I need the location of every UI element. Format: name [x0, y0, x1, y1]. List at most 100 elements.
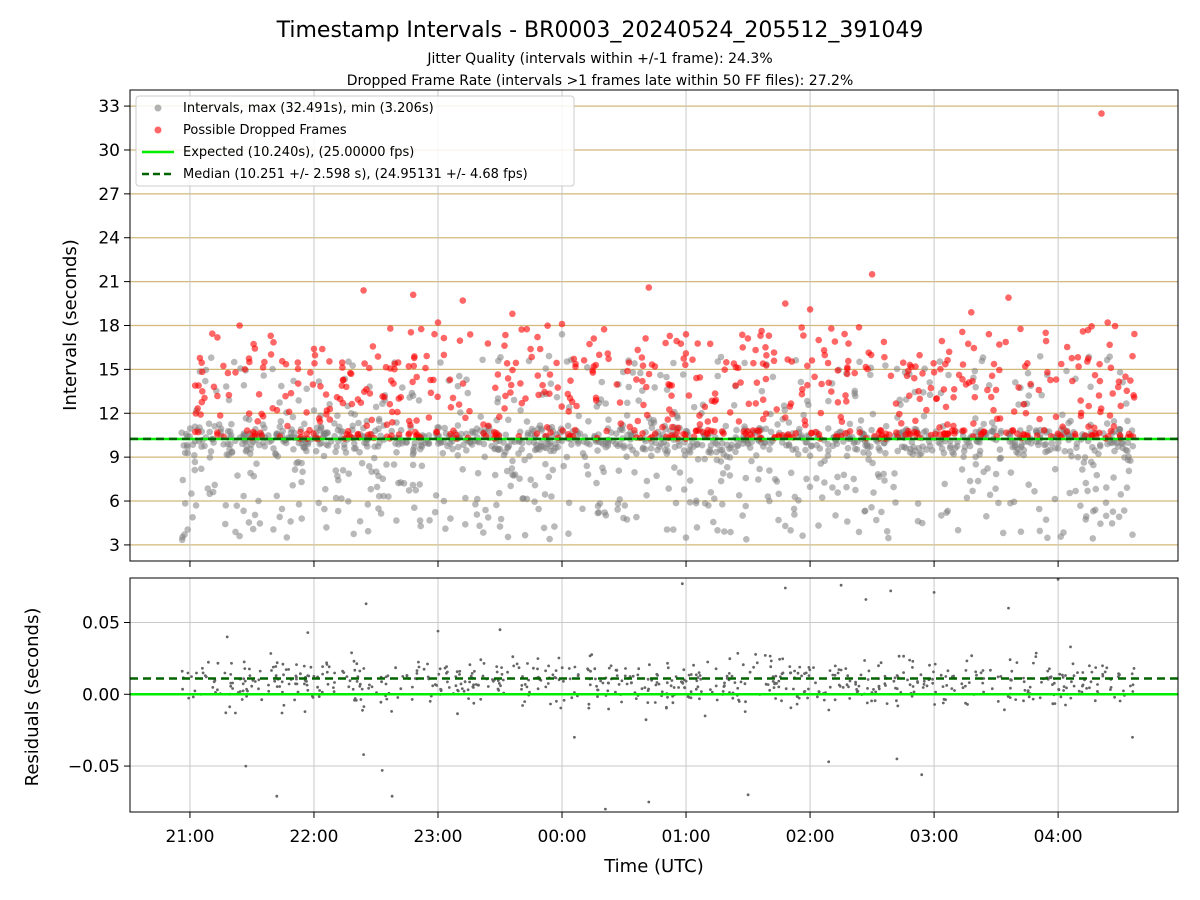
- dropped-frame-point: [643, 383, 650, 391]
- dropped-frame-point: [405, 363, 413, 370]
- residual-point: [737, 698, 740, 702]
- residual-point: [593, 667, 597, 671]
- dropped-frame-point: [534, 372, 542, 379]
- dropped-frame-point: [980, 428, 988, 435]
- dropped-frame-point: [456, 337, 464, 345]
- dropped-frame-point: [254, 418, 261, 425]
- interval-point: [269, 365, 276, 373]
- residual-point: [874, 690, 878, 694]
- interval-point: [748, 457, 755, 465]
- interval-point: [1044, 534, 1051, 542]
- dropped-frame-point: [742, 430, 749, 437]
- interval-point: [963, 494, 971, 502]
- residual-point: [925, 684, 929, 688]
- residual-point: [755, 661, 759, 665]
- interval-point: [775, 490, 783, 498]
- dropped-frame-point: [1097, 408, 1104, 416]
- dropped-frame-point: [241, 366, 249, 373]
- residual-point: [1064, 674, 1067, 677]
- dropped-frame-point: [559, 427, 566, 434]
- interval-point: [502, 431, 510, 439]
- interval-point: [531, 498, 538, 506]
- interval-point: [409, 451, 417, 458]
- residual-point: [394, 666, 397, 670]
- intervals-y-axis-label: Intervals (seconds): [60, 239, 81, 411]
- residual-point: [845, 683, 849, 687]
- interval-point: [409, 461, 417, 469]
- dropped-frame-point: [354, 396, 362, 403]
- interval-point: [1024, 369, 1032, 377]
- dropped-frame-point: [198, 368, 206, 376]
- dropped-frame-point: [387, 365, 394, 372]
- residual-point: [201, 666, 204, 670]
- residual-point: [636, 673, 640, 677]
- interval-point: [602, 512, 610, 519]
- interval-point: [322, 485, 329, 493]
- interval-point: [629, 446, 636, 454]
- residual-point: [551, 673, 555, 677]
- residual-point: [481, 674, 485, 678]
- interval-point: [276, 399, 283, 406]
- residual-point: [455, 670, 459, 674]
- legend-dropped-label: Possible Dropped Frames: [183, 123, 347, 138]
- dropped-frame-point: [282, 360, 290, 368]
- residual-point: [303, 710, 307, 713]
- dropped-frame-point: [547, 429, 554, 436]
- dropped-frame-point: [1069, 377, 1076, 385]
- residual-point: [596, 688, 600, 692]
- dropped-frame-point: [996, 366, 1003, 374]
- dropped-frame-point: [600, 326, 608, 333]
- interval-point: [584, 471, 592, 478]
- interval-point: [301, 420, 308, 428]
- residual-point: [902, 654, 905, 658]
- residual-point: [772, 686, 776, 689]
- residual-point: [715, 698, 719, 702]
- residual-point: [684, 679, 688, 683]
- residual-point: [908, 683, 912, 687]
- interval-point: [936, 358, 944, 365]
- interval-point: [526, 452, 533, 460]
- residuals-panel: 0.050.00−0.05 21:00 22:00 23:00 00:00 01:00 0…: [22, 577, 1179, 877]
- dropped-frame-point: [812, 428, 819, 436]
- interval-point: [495, 489, 503, 497]
- residual-point: [587, 706, 591, 710]
- dropped-frame-point: [1110, 423, 1118, 430]
- interval-point: [245, 519, 253, 526]
- residual-point: [384, 682, 388, 686]
- residual-point: [1131, 690, 1135, 693]
- dropped-frame-point: [1123, 387, 1131, 395]
- interval-point: [315, 499, 323, 507]
- interval-point: [648, 424, 656, 432]
- residual-point: [187, 696, 191, 700]
- residual-point: [296, 690, 300, 694]
- interval-point: [766, 446, 773, 453]
- interval-point: [996, 455, 1004, 463]
- dropped-frame-point: [502, 331, 509, 339]
- residual-point: [468, 680, 471, 684]
- dropped-frame-point: [603, 427, 610, 435]
- dropped-frame-point: [824, 359, 832, 367]
- dropped-frame-point: [680, 355, 687, 362]
- dropped-frame-point: [462, 414, 469, 422]
- residuals-y-tick-label: 0.00: [82, 685, 120, 705]
- interval-point: [844, 518, 851, 525]
- interval-point: [454, 443, 462, 451]
- interval-point: [364, 501, 372, 508]
- dropped-frame-point: [595, 351, 603, 359]
- dropped-frame-point: [339, 364, 346, 371]
- residual-point: [390, 794, 394, 798]
- residual-point: [1131, 683, 1135, 687]
- legend-intervals-label: Intervals, max (32.491s), min (3.206s): [183, 101, 434, 116]
- dropped-frame-point: [509, 366, 516, 374]
- residual-point: [897, 654, 901, 658]
- residual-point: [275, 661, 279, 665]
- interval-point: [211, 481, 218, 489]
- dropped-frame-point: [938, 337, 946, 345]
- dropped-frame-point: [1021, 363, 1029, 370]
- interval-point: [1051, 465, 1059, 473]
- residual-point: [1088, 686, 1091, 690]
- dropped-frame-point: [544, 322, 551, 330]
- dropped-frame-point: [804, 381, 811, 389]
- dropped-frame-point: [959, 361, 967, 368]
- interval-point: [1010, 498, 1018, 506]
